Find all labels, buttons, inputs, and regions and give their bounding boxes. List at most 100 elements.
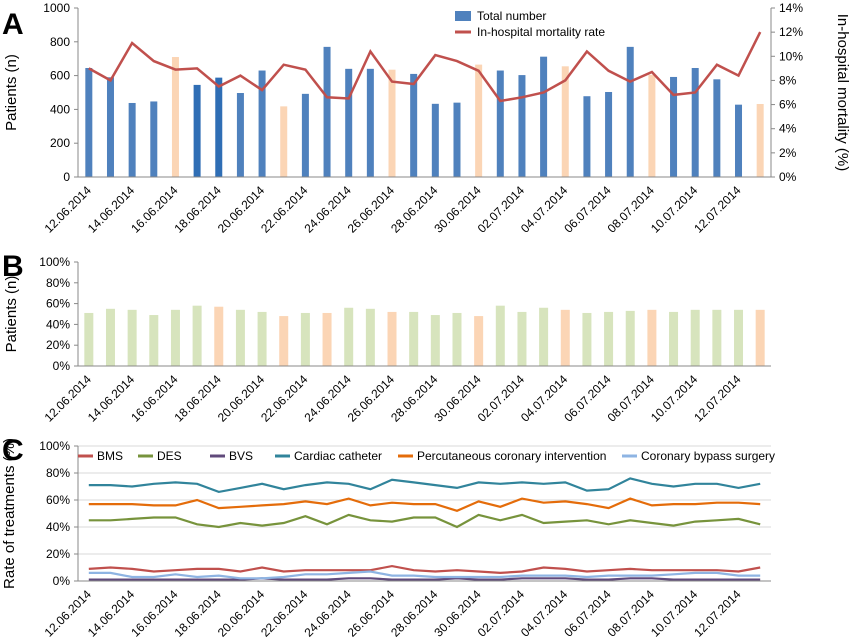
bar-total-number xyxy=(691,67,699,177)
bar-share xyxy=(625,310,635,366)
y-tick-label: 600 xyxy=(50,69,70,83)
bar-share xyxy=(235,309,245,366)
y-axis-label: Rate of treatments (%) xyxy=(1,438,18,589)
bar-share xyxy=(734,309,744,366)
y2-tick-label: 10% xyxy=(779,49,803,63)
legend-label-bms: BMS xyxy=(97,449,123,463)
bar-total-number xyxy=(648,74,656,177)
bar-share xyxy=(170,309,180,366)
bar-total-number xyxy=(193,84,201,177)
legend-swatch-total-number xyxy=(455,11,471,21)
y2-tick-label: 12% xyxy=(779,25,803,39)
bar-share xyxy=(257,311,267,366)
bar-total-number xyxy=(215,77,223,177)
bar-total-number xyxy=(366,68,374,177)
bar-share xyxy=(604,311,614,366)
y-axis-label: Patients (n) xyxy=(3,276,20,353)
legend-label-mortality-rate: In-hospital mortality rate xyxy=(477,25,605,39)
bar-share xyxy=(409,311,419,366)
legend-label-percutaneous-coronary-intervention: Percutaneous coronary intervention xyxy=(417,449,606,463)
y-tick-label: 400 xyxy=(50,102,70,116)
bar-share xyxy=(755,309,765,366)
bar-total-number xyxy=(106,77,114,177)
y-tick-label: 20% xyxy=(46,547,70,561)
chart-a: 0200400600800100012.06.201414.06.201416.… xyxy=(3,1,850,236)
y2-tick-label: 14% xyxy=(779,1,803,15)
bar-total-number xyxy=(626,46,634,178)
line-mortality-rate xyxy=(88,31,762,103)
bar-share xyxy=(669,311,679,366)
bar-total-number xyxy=(388,69,396,177)
bar-total-number xyxy=(713,79,721,177)
y-tick-label: 100% xyxy=(39,439,70,453)
y-tick-label: 1000 xyxy=(43,1,70,15)
y2-tick-label: 0% xyxy=(779,170,797,184)
y-tick-label: 80% xyxy=(46,276,70,290)
bar-share xyxy=(387,311,397,366)
y2-tick-label: 4% xyxy=(779,122,797,136)
chart-b: 0%20%40%60%80%100%12.06.201414.06.201416… xyxy=(3,255,771,425)
bar-total-number xyxy=(496,70,504,177)
y-tick-label: 0% xyxy=(53,359,71,373)
y-tick-label: 100% xyxy=(39,255,70,269)
bar-share xyxy=(84,312,94,366)
bar-share xyxy=(105,308,115,366)
x-tick-label: 12.07.2014 xyxy=(691,587,744,640)
panel-letter-c: C xyxy=(2,434,24,467)
bar-total-number xyxy=(735,104,743,177)
bar-share xyxy=(474,316,484,366)
bar-total-number xyxy=(561,66,569,177)
chart-c: 0%20%40%60%80%100%12.06.201414.06.201416… xyxy=(1,438,775,640)
bar-total-number xyxy=(280,106,288,177)
y2-tick-label: 8% xyxy=(779,73,797,87)
bar-share xyxy=(647,309,657,366)
line-percutaneous-coronary-intervention xyxy=(88,497,761,512)
bar-share xyxy=(539,307,549,366)
y-tick-label: 0% xyxy=(53,574,71,588)
bar-total-number xyxy=(670,76,678,177)
bar-total-number xyxy=(171,57,179,178)
bar-total-number xyxy=(323,46,331,178)
legend-label-coronary-bypass-surgery: Coronary bypass surgery xyxy=(641,449,775,463)
bar-total-number xyxy=(475,64,483,177)
bar-total-number xyxy=(301,93,309,177)
bar-total-number xyxy=(128,102,136,177)
bar-total-number xyxy=(453,102,461,177)
panel-letter-a: A xyxy=(2,8,24,41)
bar-total-number xyxy=(85,67,93,177)
bar-share xyxy=(430,315,440,366)
y-tick-label: 60% xyxy=(46,297,70,311)
bar-total-number xyxy=(583,96,591,177)
line-des xyxy=(88,513,761,529)
bar-share xyxy=(690,309,700,366)
y-tick-label: 80% xyxy=(46,466,70,480)
bar-total-number xyxy=(258,70,266,177)
x-tick-label: 12.07.2014 xyxy=(691,372,744,425)
bar-total-number xyxy=(605,91,613,177)
bar-share xyxy=(560,309,570,366)
legend-label-bvs: BVS xyxy=(229,449,253,463)
bar-total-number xyxy=(236,93,244,177)
bar-share xyxy=(582,312,592,366)
legend-label-total-number: Total number xyxy=(477,9,546,23)
bar-total-number xyxy=(150,101,158,177)
legend-label-des: DES xyxy=(157,449,182,463)
bar-total-number xyxy=(345,68,353,177)
bar-share xyxy=(344,307,354,366)
bar-share xyxy=(214,306,224,366)
bar-share xyxy=(322,312,332,366)
bar-total-number xyxy=(518,75,526,177)
y-axis-label: Patients (n) xyxy=(3,54,20,131)
line-coronary-bypass-surgery xyxy=(88,570,761,580)
bar-share xyxy=(365,308,375,366)
y-tick-label: 60% xyxy=(46,493,70,507)
x-tick-label: 12.07.2014 xyxy=(691,183,744,236)
bar-share xyxy=(712,309,722,366)
bar-total-number xyxy=(540,56,548,178)
y-tick-label: 0 xyxy=(63,170,70,184)
line-bms xyxy=(88,564,761,575)
y2-axis-label: In-hospital mortality (%) xyxy=(834,14,850,172)
y2-tick-label: 6% xyxy=(779,98,797,112)
